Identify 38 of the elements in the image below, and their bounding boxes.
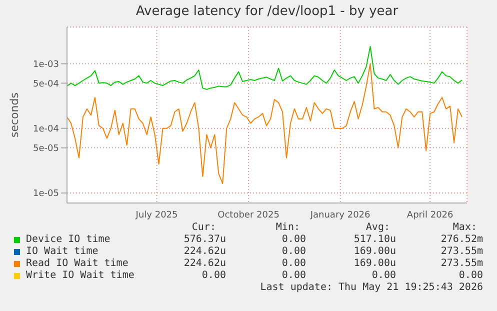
text: 0.00: [370, 270, 396, 281]
text: 0.00: [280, 270, 306, 281]
line-series: [67, 46, 463, 90]
text: Cur:: [190, 222, 216, 233]
y-axis-title: seconds: [8, 92, 21, 138]
chart-title: Average latency for /dev/loop1 - by year: [134, 4, 400, 19]
text: 0.00: [280, 258, 306, 269]
legend-label: Read IO Wait time: [26, 258, 128, 269]
text: 0.00: [280, 246, 306, 257]
text: 273.55m: [440, 258, 483, 269]
y-tick-label: 5e-04: [33, 79, 60, 90]
text: 273.55m: [440, 246, 483, 257]
text: 169.00u: [352, 246, 396, 257]
x-tick-label: October 2025: [218, 210, 280, 220]
text: 517.10u: [352, 234, 396, 245]
text: Max:: [452, 222, 477, 233]
line-series: [67, 63, 463, 184]
text: Avg:: [364, 222, 390, 233]
x-tick-label: January 2026: [309, 210, 371, 220]
text: 576.37u: [182, 234, 226, 245]
text: Min:: [274, 222, 300, 233]
x-tick-label: July 2025: [134, 210, 178, 220]
text: 0.00: [280, 234, 306, 245]
text: 169.00u: [352, 258, 396, 269]
text: 224.62u: [182, 246, 226, 257]
y-tick-label: 1e-04: [33, 124, 60, 135]
legend-label: IO Wait time: [26, 246, 98, 257]
text: 0.00: [200, 270, 226, 281]
legend-label: Write IO Wait time: [26, 270, 134, 281]
text: 0.00: [458, 270, 483, 281]
text: 276.52m: [440, 234, 483, 245]
y-tick-label: 1e-05: [33, 189, 59, 200]
legend-label: Device IO time: [26, 234, 110, 245]
y-tick-label: 5e-05: [33, 144, 59, 154]
x-tick-label: April 2026: [406, 210, 454, 220]
text: Last update: Thu May 21 19:25:43 2026: [259, 282, 483, 293]
text: 224.62u: [182, 258, 226, 269]
y-tick-label: 1e-03: [33, 60, 59, 70]
